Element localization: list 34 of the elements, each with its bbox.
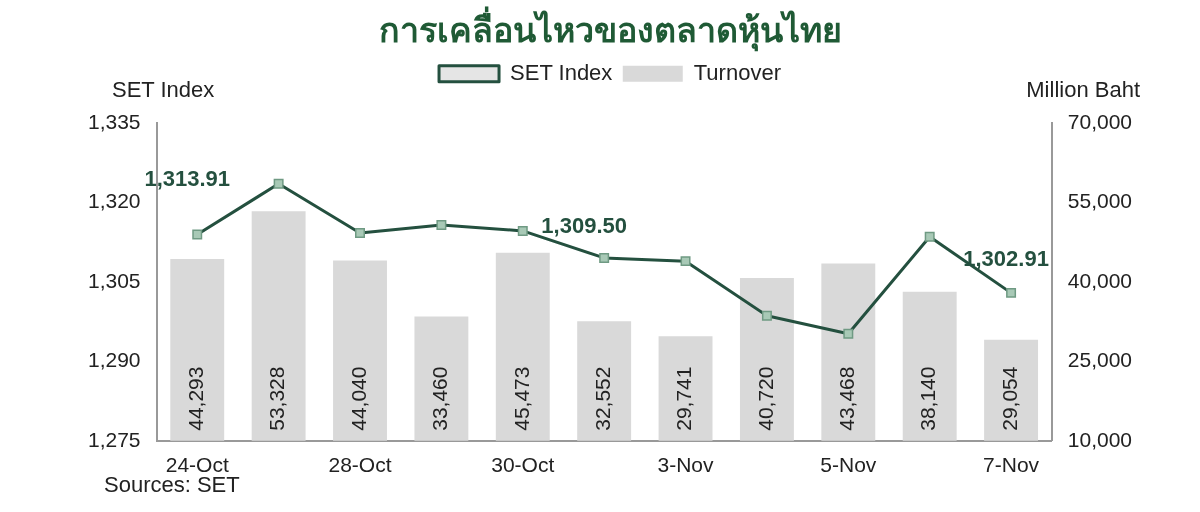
data-label: 29,054 (997, 366, 1021, 431)
data-label: 40,720 (753, 366, 777, 431)
data-label: 33,460 (428, 366, 452, 431)
chart-title: การเคลื่อนไหวของตลาดหุ้นไทย (378, 5, 842, 52)
x-tick-label: 5-Nov (820, 453, 877, 477)
y-tick-label: 1,320 (87, 189, 141, 213)
data-label: 43,468 (835, 366, 859, 431)
data-label: 38,140 (916, 366, 940, 431)
data-label: 1,302.91 (963, 245, 1049, 271)
data-label: 53,328 (265, 366, 289, 431)
data-label: 44,293 (184, 366, 208, 431)
y-axis-title: SET Index (112, 76, 215, 102)
legend-label: SET Index (510, 59, 613, 85)
y-tick-label: 1,290 (87, 348, 141, 372)
y-tick-label: 1,335 (87, 109, 141, 133)
data-label: 1,313.91 (144, 165, 231, 191)
x-tick-label: 28-Oct (328, 453, 392, 477)
y2-tick-label: 70,000 (1067, 109, 1132, 133)
data-label: 44,040 (346, 366, 370, 431)
data-label: 29,741 (672, 366, 696, 431)
y2-tick-label: 10,000 (1067, 427, 1132, 451)
y-tick-label: 1,305 (87, 268, 141, 292)
y-tick-label: 1,275 (87, 427, 141, 451)
y2-tick-label: 55,000 (1067, 189, 1132, 213)
data-label: 1,309.50 (541, 213, 627, 239)
x-tick-label: 7-Nov (983, 453, 1040, 477)
y2-tick-label: 25,000 (1067, 348, 1132, 372)
x-tick-label: 30-Oct (491, 453, 555, 477)
y2-axis-title: Million Baht (1026, 76, 1140, 102)
data-label: 45,473 (509, 366, 533, 431)
legend-label: Turnover (693, 59, 781, 85)
x-tick-label: 3-Nov (657, 453, 715, 477)
y2-tick-label: 40,000 (1067, 268, 1132, 292)
data-label: 32,552 (590, 366, 614, 431)
